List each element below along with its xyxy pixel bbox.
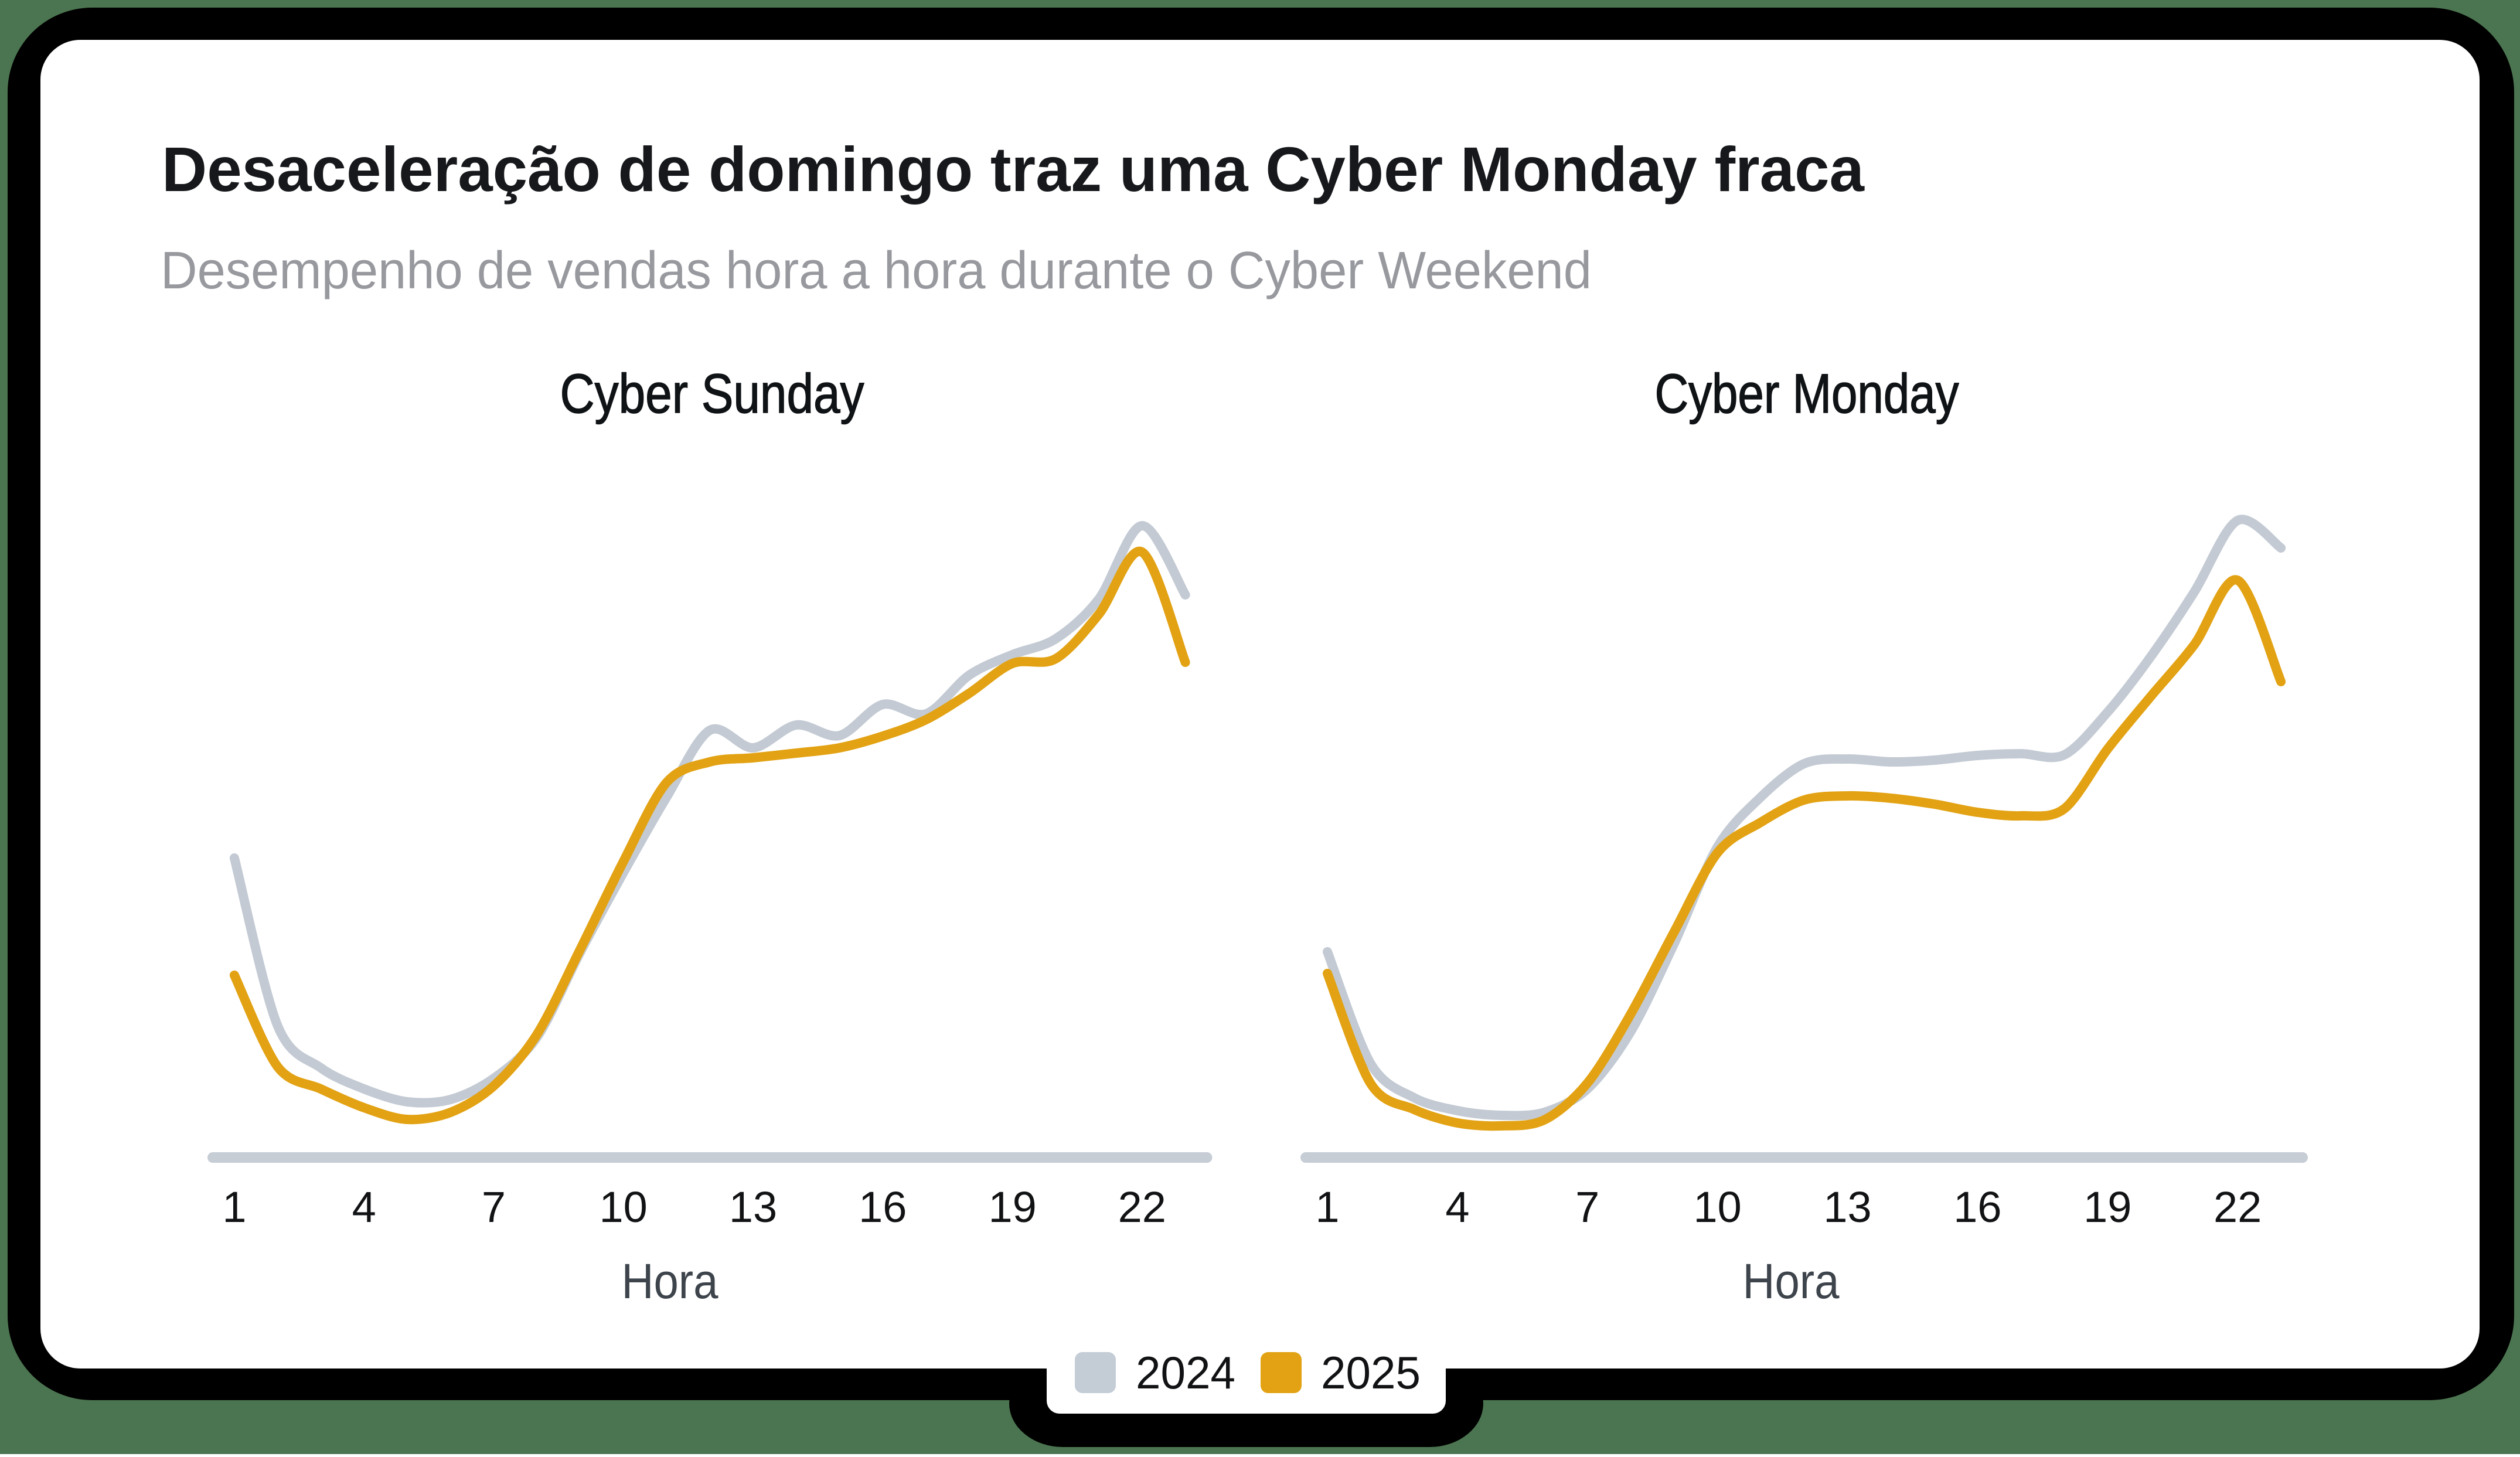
svg-text:13: 13 xyxy=(1823,1183,1871,1231)
svg-text:19: 19 xyxy=(2083,1183,2131,1231)
svg-text:10: 10 xyxy=(600,1183,648,1231)
svg-text:10: 10 xyxy=(1693,1183,1741,1231)
svg-text:Hora: Hora xyxy=(1743,1254,1840,1309)
svg-text:Cyber Sunday: Cyber Sunday xyxy=(560,363,864,425)
svg-text:13: 13 xyxy=(729,1183,777,1231)
svg-text:1: 1 xyxy=(1315,1183,1339,1231)
svg-text:22: 22 xyxy=(1118,1183,1166,1231)
svg-text:2025: 2025 xyxy=(1321,1347,1421,1398)
svg-text:Cyber Monday: Cyber Monday xyxy=(1655,363,1959,425)
svg-text:22: 22 xyxy=(2213,1183,2262,1231)
svg-text:4: 4 xyxy=(352,1183,376,1231)
svg-text:2024: 2024 xyxy=(1136,1347,1235,1398)
svg-text:Hora: Hora xyxy=(622,1254,718,1309)
svg-text:Desempenho de vendas hora a ho: Desempenho de vendas hora a hora durante… xyxy=(161,241,1592,300)
svg-text:4: 4 xyxy=(1445,1183,1469,1231)
svg-text:7: 7 xyxy=(482,1183,506,1231)
svg-text:16: 16 xyxy=(1953,1183,2001,1231)
svg-text:Desaceleração de domingo traz: Desaceleração de domingo traz uma Cyber … xyxy=(162,134,1865,205)
svg-text:16: 16 xyxy=(859,1183,907,1231)
svg-text:7: 7 xyxy=(1575,1183,1599,1231)
svg-text:1: 1 xyxy=(222,1183,246,1231)
svg-text:19: 19 xyxy=(988,1183,1036,1231)
